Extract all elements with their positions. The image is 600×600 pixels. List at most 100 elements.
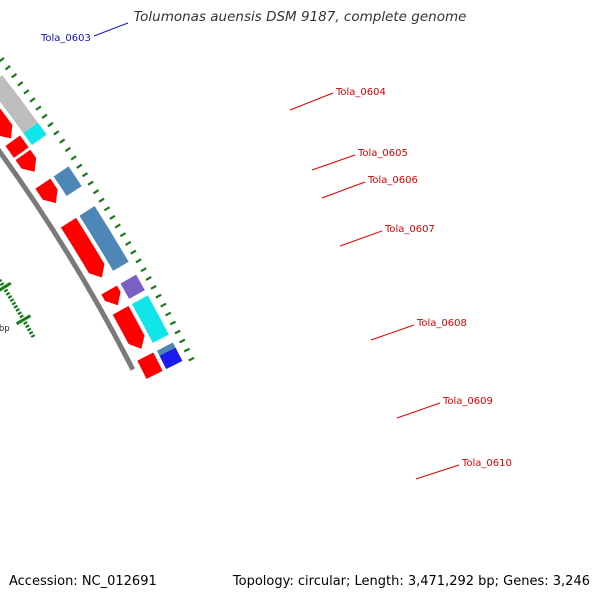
gene-label[interactable]: Tola_0609: [442, 396, 493, 407]
scale-tick-minor: [30, 334, 36, 339]
genome-summary: Topology: circular; Length: 3,471,292 bp…: [232, 574, 590, 589]
gene-block-0607: [53, 166, 82, 196]
outer-ring-tick: [140, 267, 147, 273]
tick-labels: 681 kbp682 kbp683 kbp684 kbp685 kbp686 k…: [0, 324, 10, 334]
backbone-track: [0, 147, 136, 371]
scale-tick-minor: [11, 301, 17, 306]
label-leader-line: [289, 92, 334, 111]
scale-tick-label: 688 kbp: [0, 324, 10, 334]
gene-block-0608: [79, 206, 129, 271]
outer-ring-tick: [47, 121, 54, 128]
outer-ring-tick: [160, 302, 167, 308]
outer-ring-tick: [98, 197, 105, 203]
outer-ring-tick: [53, 130, 60, 136]
cds-arrow-0610: [112, 306, 145, 349]
scale-tick-minor: [0, 278, 3, 283]
scale-tick-minor: [9, 298, 15, 303]
label-leaders: [93, 22, 460, 480]
cds-arrow-0605: [5, 135, 29, 158]
outer-ring-tick: [4, 64, 11, 71]
scale-tick-minor: [25, 324, 30, 329]
outer-ring-tick: [188, 356, 195, 362]
scale-tick-minor: [19, 314, 24, 319]
scale-tick-minor: [17, 311, 22, 316]
gene-label[interactable]: Tola_0608: [416, 318, 467, 329]
label-leader-line: [93, 22, 129, 37]
label-leader-line: [339, 230, 383, 247]
major-ticks: [0, 281, 32, 326]
cds-arrow-0608: [60, 217, 105, 278]
outer-ring-tick: [29, 97, 36, 103]
minor-ticks: [0, 56, 195, 362]
outer-ring-tick: [87, 180, 94, 186]
outer-ring-tick: [119, 232, 127, 238]
scale-tick-minor: [5, 291, 11, 296]
scale-tick-minor: [3, 288, 9, 293]
outer-ring-tick: [109, 214, 116, 220]
outer-ring-tick: [174, 329, 181, 335]
gene-label[interactable]: Tola_0607: [384, 224, 435, 235]
outer-ring-tick: [169, 320, 177, 326]
outer-ring-tick: [0, 56, 5, 63]
scale-tick-minor: [26, 327, 32, 332]
map-title: Tolumonas auensis DSM 9187, complete gen…: [133, 9, 467, 25]
outer-ring-tick: [145, 276, 152, 281]
gene-block-0610: [131, 295, 169, 343]
cds-arrow-0609: [101, 285, 121, 306]
label-leader-line: [415, 464, 460, 480]
scale-tick-minor: [23, 321, 28, 325]
scale-tick-minor: [7, 295, 13, 299]
gene-block-0605: [23, 122, 47, 146]
scale-tick-minor: [15, 307, 20, 312]
outer-ring-tick: [64, 146, 71, 153]
outer-ring-tick: [76, 163, 83, 169]
scale-tick-minor: [13, 304, 19, 309]
scale-tick-major: [0, 281, 12, 292]
outer-ring-tick: [150, 284, 157, 290]
outer-ring-tick: [183, 347, 191, 353]
cds-arrow-0606: [15, 149, 37, 172]
outer-ring-tick: [155, 293, 162, 299]
gene-block-0604: [0, 75, 38, 134]
label-leader-line: [396, 402, 441, 419]
outer-ring-tick: [41, 113, 48, 119]
gene-labels[interactable]: Tola_0603 Tola_0604 Tola_0605 Tola_0606 Tola…: [40, 33, 512, 469]
outer-ring-tick: [135, 258, 142, 264]
gene-label[interactable]: Tola_0606: [367, 175, 418, 186]
outer-ring-tick: [59, 138, 66, 144]
scale-tick-minor: [28, 330, 34, 335]
cds-arrow-0604: [0, 108, 13, 139]
outer-ring-tick: [114, 223, 121, 229]
outer-ring-tick: [125, 240, 132, 246]
outer-feature-track: [0, 75, 183, 370]
gene-label[interactable]: Tola_0610: [461, 458, 512, 469]
cds-arrow-0611: [137, 352, 163, 379]
outer-ring-tick: [164, 311, 172, 317]
genome-backbone: [0, 147, 136, 371]
gene-block-0611-blue: [159, 347, 183, 370]
outer-ring-tick: [81, 172, 89, 178]
scale-tick-major: [15, 314, 32, 326]
outer-ring-tick: [23, 89, 30, 95]
outer-ring-tick: [35, 105, 42, 111]
label-leader-line: [370, 324, 415, 341]
accession-label: Accession: NC_012691: [9, 574, 157, 589]
label-leader-line: [321, 181, 366, 199]
gene-label[interactable]: Tola_0604: [335, 87, 386, 98]
gene-label[interactable]: Tola_0605: [357, 148, 408, 159]
outer-ring-tick: [130, 249, 137, 255]
outer-ring-tick: [17, 81, 24, 87]
outer-ring-tick: [92, 189, 100, 195]
scale-tick-minor: [0, 282, 5, 287]
cds-arrow-0607: [35, 178, 58, 204]
label-leader-line: [311, 154, 356, 171]
gene-block-0609: [120, 274, 145, 299]
outer-ring-tick: [70, 155, 77, 161]
outer-ring-tick: [103, 206, 111, 212]
outer-ring-tick: [179, 338, 186, 344]
gene-label[interactable]: Tola_0603: [40, 33, 91, 44]
outer-ring-tick: [11, 73, 18, 79]
inner-feature-track: [0, 108, 163, 379]
